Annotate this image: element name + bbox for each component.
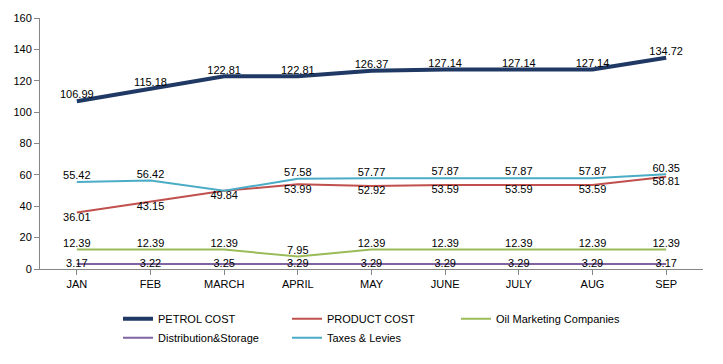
svg-text:140: 140 [13,43,31,55]
svg-text:JULY: JULY [506,278,533,290]
svg-text:12.39: 12.39 [358,237,386,249]
svg-text:134.72: 134.72 [649,45,683,57]
svg-text:12.39: 12.39 [210,237,238,249]
svg-text:7.95: 7.95 [287,244,308,256]
svg-text:12.39: 12.39 [431,237,459,249]
svg-text:115.18: 115.18 [134,76,167,88]
svg-text:56.42: 56.42 [137,168,165,180]
svg-text:53.59: 53.59 [431,183,459,195]
svg-text:80: 80 [20,137,32,149]
svg-text:60: 60 [20,169,32,181]
svg-text:53.59: 53.59 [579,183,607,195]
svg-text:PETROL COST: PETROL COST [158,313,235,325]
svg-text:43.15: 43.15 [137,200,165,212]
svg-text:127.14: 127.14 [502,57,536,69]
svg-text:3.22: 3.22 [140,257,161,269]
svg-text:40: 40 [20,200,32,212]
svg-text:53.99: 53.99 [284,183,312,195]
svg-text:3.25: 3.25 [213,257,234,269]
svg-text:Oil Marketing Companies: Oil Marketing Companies [496,313,620,325]
svg-text:JUNE: JUNE [431,278,460,290]
svg-text:127.14: 127.14 [576,57,610,69]
svg-text:Taxes & Levies: Taxes & Levies [327,332,401,344]
svg-text:JAN: JAN [66,278,87,290]
svg-text:12.39: 12.39 [505,237,533,249]
svg-text:0: 0 [26,263,32,275]
svg-text:3.29: 3.29 [361,257,382,269]
svg-text:100: 100 [13,106,31,118]
svg-text:3.29: 3.29 [508,257,529,269]
svg-text:160: 160 [13,12,31,24]
svg-text:SEP: SEP [655,278,677,290]
svg-text:53.59: 53.59 [505,183,533,195]
svg-text:12.39: 12.39 [137,237,165,249]
svg-text:3.29: 3.29 [287,257,308,269]
svg-text:3.29: 3.29 [434,257,455,269]
svg-text:122.81: 122.81 [281,64,315,76]
svg-text:MARCH: MARCH [204,278,244,290]
svg-text:3.29: 3.29 [582,257,603,269]
svg-text:36.01: 36.01 [63,211,91,223]
svg-text:20: 20 [20,231,32,243]
svg-text:3.17: 3.17 [655,257,676,269]
svg-text:12.39: 12.39 [63,237,91,249]
svg-text:60.35: 60.35 [652,162,680,174]
svg-text:FEB: FEB [140,278,161,290]
svg-text:58.81: 58.81 [652,175,680,187]
svg-text:57.87: 57.87 [579,165,607,177]
svg-text:57.87: 57.87 [505,165,533,177]
svg-text:106.99: 106.99 [60,88,94,100]
svg-text:49.84: 49.84 [210,189,238,201]
svg-text:57.77: 57.77 [358,166,386,178]
svg-text:122.81: 122.81 [207,64,241,76]
svg-text:57.87: 57.87 [431,165,459,177]
svg-text:Distribution&Storage: Distribution&Storage [158,332,259,344]
svg-text:126.37: 126.37 [355,58,389,70]
svg-text:12.39: 12.39 [579,237,607,249]
svg-text:12.39: 12.39 [652,237,680,249]
svg-text:3.17: 3.17 [66,257,87,269]
svg-text:MAY: MAY [360,278,384,290]
svg-text:PRODUCT COST: PRODUCT COST [327,313,415,325]
svg-text:APRIL: APRIL [282,278,314,290]
svg-text:127.14: 127.14 [428,57,462,69]
svg-text:55.42: 55.42 [63,169,91,181]
svg-text:52.92: 52.92 [358,184,386,196]
svg-text:AUG: AUG [581,278,605,290]
svg-text:120: 120 [13,75,31,87]
svg-text:57.58: 57.58 [284,166,312,178]
